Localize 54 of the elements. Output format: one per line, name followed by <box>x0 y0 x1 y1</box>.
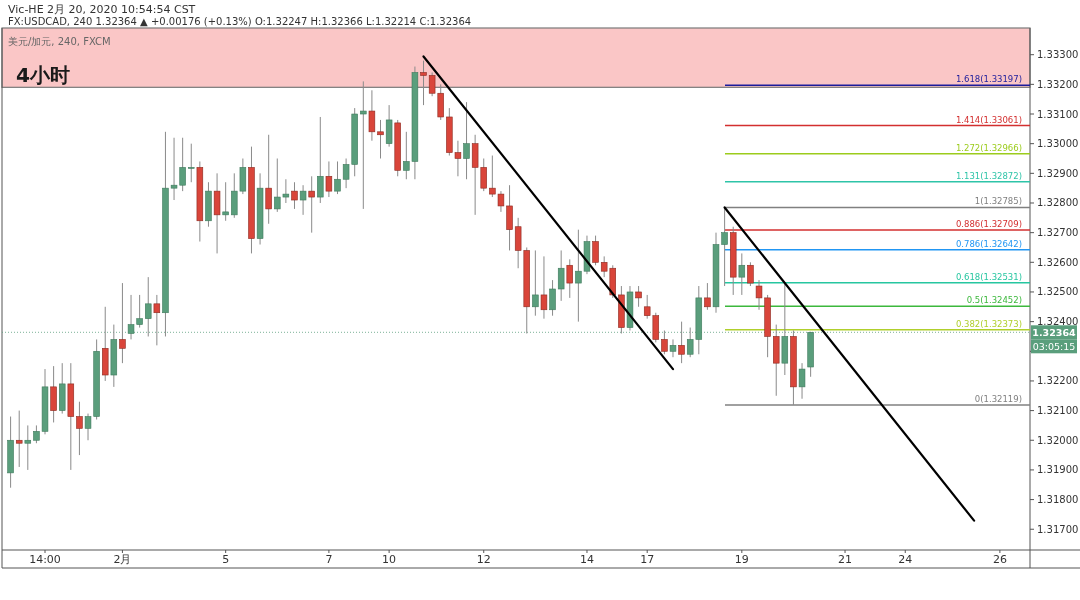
ref-line: 1.131(1.32872) <box>724 170 1031 183</box>
ref-line: 0.5(1.32452) <box>724 295 1031 307</box>
ref-line-label: 1.131(1.32872) <box>955 170 1022 181</box>
y-tick-label: 1.32200 <box>1037 375 1079 387</box>
ref-line-label: 1.32364 <box>1032 326 1077 338</box>
ref-line-label: 0.886(1.32709) <box>955 218 1022 229</box>
x-tick-label: 17 <box>640 553 655 566</box>
ref-line-label: 1(1.32785) <box>974 196 1022 207</box>
y-tick-label: 1.32900 <box>1037 167 1079 179</box>
ref-line: 1(1.32785) <box>724 196 1031 209</box>
y-tick-label: 1.32500 <box>1037 286 1079 298</box>
y-tick-label: 1.32700 <box>1037 227 1079 239</box>
x-tick-label: 14:00 <box>29 553 61 566</box>
text: Vic-HE 2月 20, 2020 10:54:54 CST <box>8 3 196 16</box>
y-tick-label: 1.32600 <box>1037 256 1079 268</box>
ref-line: 0(1.32119) <box>724 393 1031 406</box>
x-tick-label: 5 <box>222 553 230 566</box>
ref-line: 1.618(1.33197) <box>724 74 1031 86</box>
ref-line-label: 0(1.32119) <box>974 393 1022 404</box>
y-tick-label: 1.32100 <box>1037 405 1079 417</box>
ref-line: 1.414(1.33061) <box>724 114 1031 127</box>
ref-line: 0.786(1.32642) <box>724 238 1031 251</box>
x-tick-label: 26 <box>992 553 1007 566</box>
annotation: 美元/加元, 240, FXCM <box>8 36 111 47</box>
ref-line-label: 1.272(1.32966) <box>955 142 1022 153</box>
ref-line: 0.886(1.32709) <box>724 219 1031 231</box>
y-tick-label: 1.33100 <box>1037 108 1079 120</box>
ref-line-label: 1.618(1.33197) <box>955 74 1022 85</box>
x-tick-label: 24 <box>898 553 913 566</box>
text: FX:USDCAD, 240 1.32364 ▲ +0.00176 (+0.13%) O:1.32247 H:1.32366 L:1.32214 C:1.32364 <box>8 16 472 27</box>
x-tick-label: 19 <box>734 553 749 566</box>
x-tick-label: 7 <box>325 553 333 566</box>
annotation: 4小时 <box>16 63 70 87</box>
y-tick-label: 1.33000 <box>1037 138 1079 150</box>
ref-line-label: 0.786(1.32642) <box>955 238 1022 249</box>
x-tick-label: 14 <box>579 553 594 566</box>
y-tick-label: 1.32400 <box>1037 316 1079 328</box>
ref-line: 0.618(1.32531) <box>724 271 1031 284</box>
ref-line: 1.272(1.32966) <box>724 142 1031 155</box>
ref-line-label: 0.618(1.32531) <box>955 271 1022 282</box>
y-tick-label: 1.33200 <box>1037 78 1079 90</box>
x-tick-label: 2月 <box>113 553 132 566</box>
y-tick-label: 1.33300 <box>1037 49 1079 61</box>
y-tick-label: 1.31900 <box>1037 464 1079 476</box>
y-tick-label: 1.31700 <box>1037 523 1079 535</box>
x-tick-label: 21 <box>838 553 853 566</box>
text: 03:05:15 <box>1032 340 1076 352</box>
y-tick-label: 1.31800 <box>1037 494 1079 506</box>
x-tick-label: 10 <box>382 553 397 566</box>
ref-line-label: 0.5(1.32452) <box>966 295 1022 306</box>
x-tick-label: 12 <box>476 553 491 566</box>
y-tick-label: 1.32800 <box>1037 197 1079 209</box>
y-tick-label: 1.32000 <box>1037 434 1079 446</box>
ref-line-label: 1.414(1.33061) <box>955 114 1022 125</box>
